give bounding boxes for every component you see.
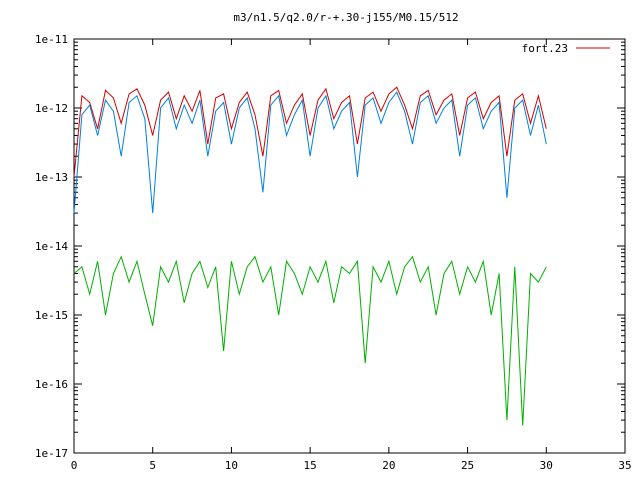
y-tick-label: 1e-13: [35, 171, 68, 184]
y-tick-label: 1e-17: [35, 447, 68, 460]
legend: fort.23: [522, 42, 610, 55]
y-tick-label: 1e-11: [35, 33, 68, 46]
x-tick-label: 5: [149, 459, 156, 472]
chart-title: m3/n1.5/q2.0/r-+.30-j155/M0.15/512: [233, 11, 458, 24]
axis-ticks: 0 5 10 15 20 25 30 35 1e-11 1e-12 1e-13 1e-14 1e-15 1…: [35, 33, 632, 472]
y-tick-label: 1e-12: [35, 102, 68, 115]
x-tick-label: 30: [540, 459, 553, 472]
series-line-0: [73, 86, 547, 178]
x-tick-label: 10: [225, 459, 238, 472]
x-tick-label: 15: [304, 459, 317, 472]
x-tick-label: 0: [71, 459, 78, 472]
y-tick-label: 1e-14: [35, 240, 68, 253]
plot-frame: [73, 38, 626, 454]
series-line-1: [73, 91, 547, 214]
y-tick-label: 1e-16: [35, 378, 68, 391]
x-tick-label: 25: [461, 459, 474, 472]
y-tick-label: 1e-15: [35, 309, 68, 322]
legend-entry-label: fort.23: [522, 42, 568, 55]
x-tick-label: 20: [382, 459, 395, 472]
series-layer: [73, 86, 547, 426]
x-tick-label: 35: [618, 459, 631, 472]
series-line-2: [73, 255, 547, 426]
